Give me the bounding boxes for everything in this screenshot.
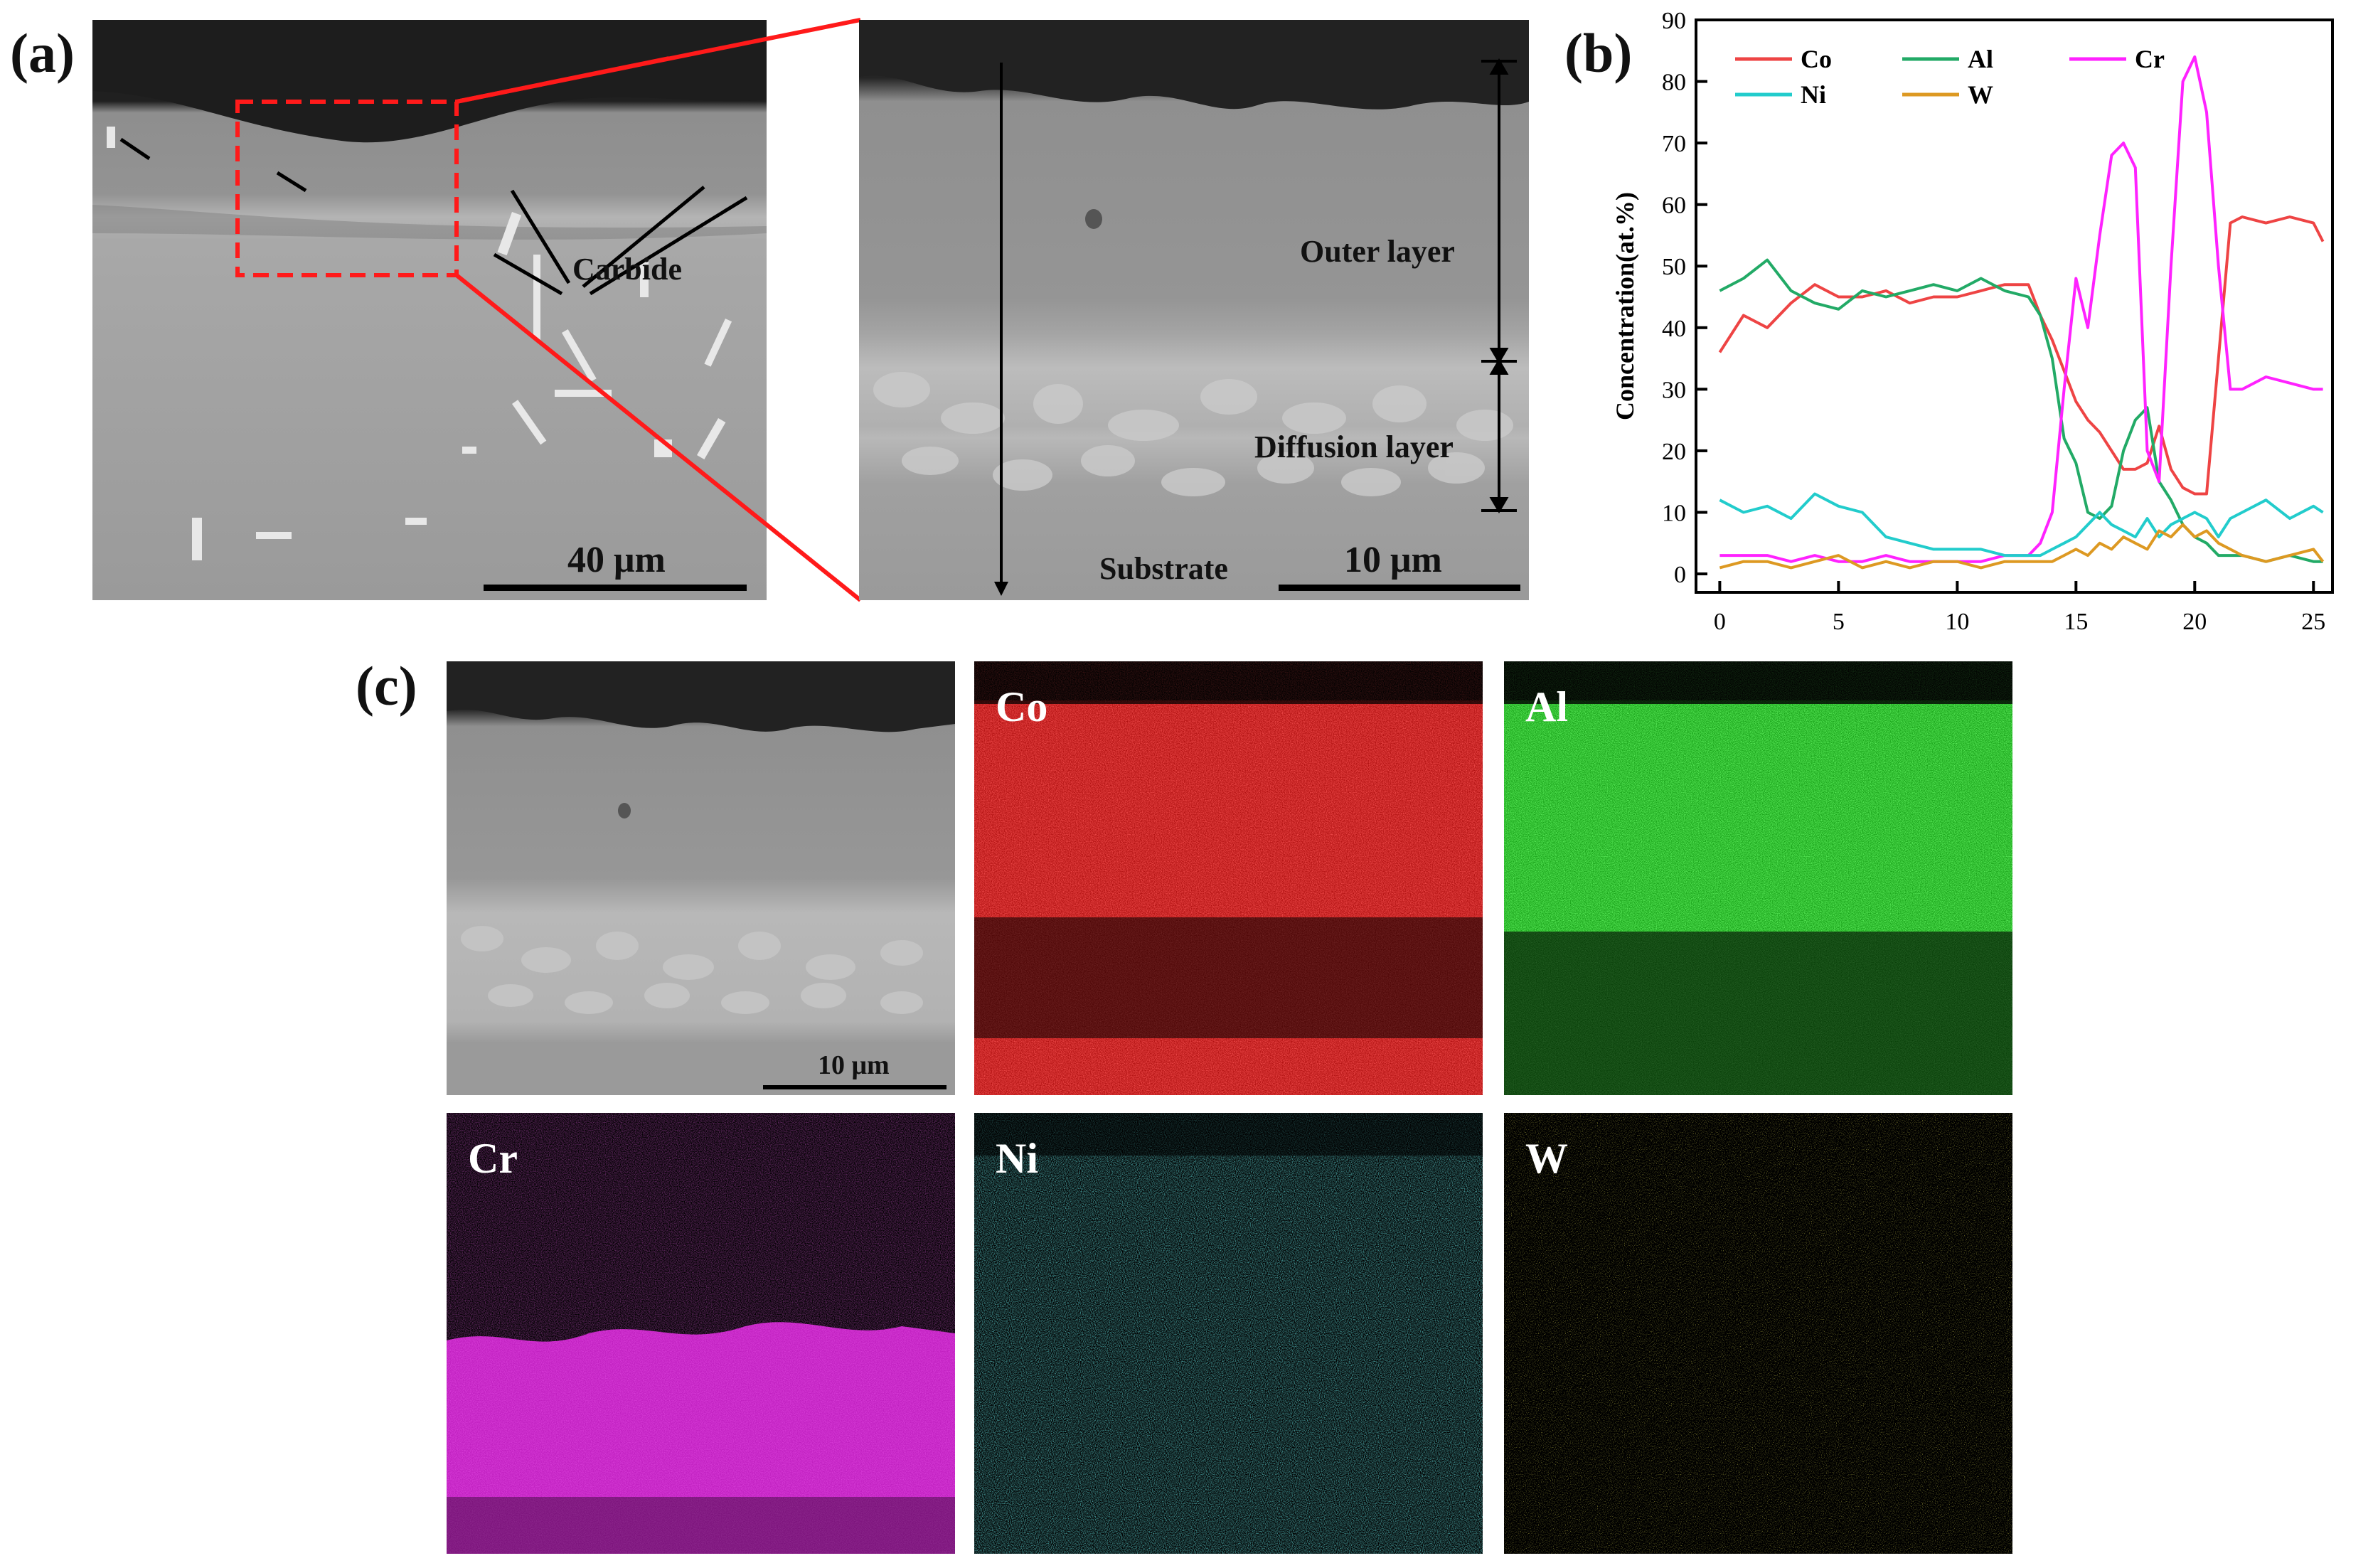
- y-tick-label: 20: [1662, 439, 1686, 465]
- x-tick-label: 20: [2182, 609, 2207, 635]
- eds-map-co: Co: [974, 661, 1483, 1095]
- legend-label-co: Co: [1801, 45, 1832, 73]
- y-tick-label: 60: [1662, 193, 1686, 219]
- eds-sem-reference: 10 μm: [447, 661, 955, 1095]
- zoom-connector-lines-2: [455, 18, 860, 602]
- plot-frame: [1695, 18, 2334, 594]
- x-tick-label: 15: [2064, 609, 2088, 635]
- y-tick-label: 40: [1662, 316, 1686, 342]
- eds-map-co-label: Co: [996, 683, 1048, 730]
- y-tick-label: 50: [1662, 254, 1686, 280]
- scale-bar-40um-label: 40 μm: [567, 540, 666, 580]
- series-line-ni: [1719, 492, 2324, 558]
- y-tick-label: 10: [1662, 500, 1686, 526]
- carbide-label: Carbide: [572, 252, 682, 287]
- x-tick-label: 0: [1714, 609, 1726, 635]
- eds-map-cr: Cr: [447, 1113, 955, 1554]
- diffusion-layer-label: Diffusion layer: [1254, 430, 1454, 464]
- x-tick-label: 5: [1833, 609, 1845, 635]
- x-tick-label: 10: [1945, 609, 1969, 635]
- series-line-cr: [1719, 55, 2323, 563]
- series-line-al: [1719, 258, 2323, 563]
- eds-scale-bar-label: 10 μm: [818, 1050, 890, 1080]
- legend-label-al: Al: [1968, 45, 1993, 73]
- y-tick-label: 30: [1662, 377, 1686, 403]
- scale-bar-10um-label: 10 μm: [1344, 540, 1442, 580]
- legend-label-w: W: [1968, 80, 1993, 109]
- sem-image-overview: Carbide 40 μm: [92, 20, 767, 600]
- legend-label-cr: Cr: [2135, 45, 2165, 73]
- eds-map-ni-label: Ni: [996, 1135, 1038, 1182]
- panel-b-label: (b): [1564, 22, 1633, 84]
- eds-map-ni: Ni: [974, 1113, 1483, 1554]
- panel-a-label: (a): [10, 22, 75, 84]
- x-tick-label: 25: [2301, 609, 2325, 635]
- y-tick-label: 90: [1662, 8, 1686, 34]
- y-tick-label: 0: [1674, 562, 1686, 588]
- panel-c-label: (c): [356, 655, 417, 717]
- series-line-co: [1718, 215, 2325, 496]
- eds-map-al: Al: [1504, 661, 2012, 1095]
- y-tick-label: 80: [1662, 70, 1686, 96]
- line-chart: 05101520250102030405060708090Distance (μ…: [1611, 8, 2334, 635]
- eds-map-cr-label: Cr: [468, 1135, 518, 1182]
- substrate-label: Substrate: [1099, 551, 1228, 586]
- series-line-w: [1719, 523, 2325, 570]
- y-axis-label: Concentration(at.%): [1611, 192, 1639, 420]
- sem-image-zoom: Outer layer Diffusion layer Substrate 10…: [859, 20, 1529, 600]
- outer-layer-label: Outer layer: [1300, 234, 1455, 269]
- y-tick-label: 70: [1662, 131, 1686, 157]
- legend-label-ni: Ni: [1801, 80, 1826, 109]
- eds-map-w: W: [1504, 1113, 2012, 1554]
- eds-map-al-label: Al: [1525, 683, 1568, 730]
- eds-map-w-label: W: [1525, 1135, 1568, 1182]
